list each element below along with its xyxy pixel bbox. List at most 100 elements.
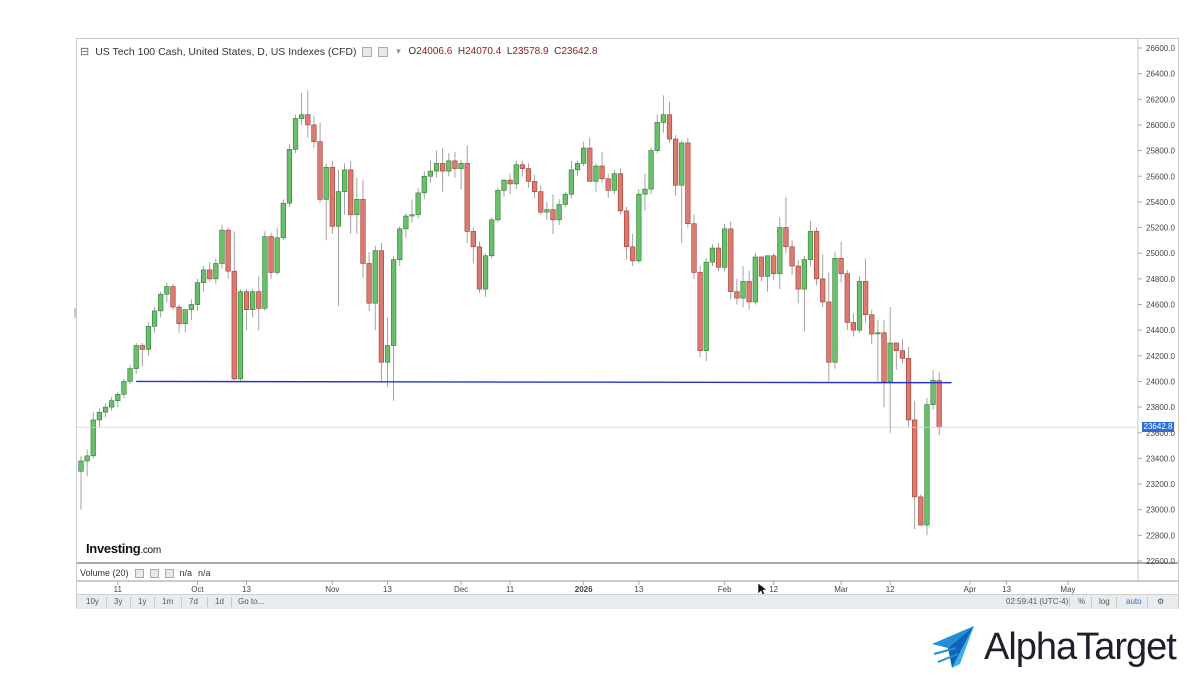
log-toggle[interactable]: log — [1099, 597, 1110, 606]
y-tick-label: 23800.0 — [1146, 403, 1175, 412]
candle-down — [348, 160, 354, 234]
candle-down — [476, 241, 483, 293]
chevron-down-icon[interactable]: ▼ — [394, 47, 403, 56]
candle-up — [856, 276, 863, 333]
y-tick-label: 24000.0 — [1146, 377, 1175, 386]
candle-up — [194, 278, 201, 311]
candle-body — [348, 169, 354, 216]
candle-body — [158, 293, 164, 312]
gear-icon[interactable]: ⚙ — [1157, 597, 1165, 606]
candle-up — [372, 245, 378, 331]
settings-icon[interactable] — [362, 46, 373, 57]
candle-down — [795, 259, 801, 304]
candle-body — [740, 281, 746, 299]
y-tick-label: 26000.0 — [1146, 121, 1175, 130]
candle-body — [899, 350, 906, 359]
candle-body — [722, 228, 728, 268]
alphatarget-logo: AlphaTarget — [930, 624, 1177, 670]
high-value: 24070.4 — [465, 46, 502, 57]
candle-up — [133, 342, 139, 374]
candle-body — [844, 273, 850, 323]
candle-body — [317, 141, 323, 200]
candle-down — [850, 313, 856, 337]
candle-down — [256, 276, 262, 331]
chart-header: ⊟ US Tech 100 Cash, United States, D, US… — [80, 45, 598, 59]
candle-down — [268, 232, 274, 279]
volume-close-icon[interactable] — [164, 568, 174, 578]
y-tick-label: 25400.0 — [1146, 198, 1175, 207]
candle-up — [127, 364, 133, 385]
candle-body — [133, 345, 139, 369]
range-1d-button[interactable]: 1d — [215, 597, 224, 606]
candle-up — [164, 282, 170, 302]
candle-body — [685, 142, 691, 225]
candle-down — [366, 251, 372, 311]
alphatarget-wordmark: AlphaTarget — [984, 626, 1177, 668]
candle-body — [863, 281, 869, 316]
y-tick-label: 24800.0 — [1146, 275, 1175, 284]
bottom-toolbar: 10y 3y 1y 1m 7d 1d Go to... 02:59:41 (UT… — [77, 594, 1178, 609]
candle-body — [703, 261, 709, 351]
candle-body — [679, 142, 685, 186]
candle-up — [501, 178, 507, 197]
candle-up — [151, 307, 158, 333]
candle-body — [562, 193, 568, 205]
volume-hide-icon[interactable] — [149, 568, 159, 578]
collapse-icon[interactable]: ⊟ — [80, 46, 90, 58]
candle-body — [470, 231, 476, 248]
candle-body — [715, 247, 722, 268]
y-tick-label: 22800.0 — [1146, 531, 1175, 540]
left-pane-handle[interactable] — [74, 308, 77, 318]
candle-body — [354, 199, 360, 216]
candle-up — [556, 199, 562, 225]
candle-body — [807, 231, 814, 260]
candle-up — [403, 213, 409, 238]
y-tick-label: 26200.0 — [1146, 95, 1175, 104]
candle-down — [746, 271, 752, 310]
candle-down — [863, 258, 869, 323]
percent-toggle[interactable]: % — [1078, 597, 1086, 606]
goto-button[interactable]: Go to... — [238, 597, 265, 606]
candle-body — [378, 250, 384, 363]
close-icon[interactable] — [378, 46, 389, 57]
range-1m-button[interactable]: 1m — [162, 597, 174, 606]
candle-body — [225, 229, 231, 272]
candle-up — [458, 159, 464, 190]
candle-body — [599, 165, 605, 180]
candle-body — [391, 259, 397, 346]
candle-body — [188, 304, 194, 310]
x-tick-label: Oct — [191, 585, 204, 594]
candle-body — [617, 173, 624, 212]
candle-body — [611, 173, 617, 191]
candle-up — [415, 187, 421, 219]
candle-down — [519, 160, 525, 177]
candle-down — [697, 266, 703, 358]
volume-settings-icon[interactable] — [134, 568, 144, 578]
candle-body — [286, 149, 293, 204]
candle-body — [758, 256, 765, 277]
clock-readout: 02:59:41 (UTC-4) — [1006, 597, 1069, 606]
candle-up — [354, 177, 360, 234]
auto-toggle[interactable]: auto — [1126, 597, 1142, 606]
candle-down — [525, 163, 532, 188]
candle-body — [783, 227, 789, 248]
candle-up — [513, 160, 519, 190]
candle-body — [329, 166, 335, 227]
candle-body — [648, 150, 654, 190]
range-3y-button[interactable]: 3y — [114, 597, 123, 606]
volume-pane-header: Volume (20) n/a n/a — [80, 568, 211, 578]
candle-body — [201, 269, 207, 283]
x-tick-label: Feb — [718, 585, 732, 594]
candle-body — [525, 168, 532, 182]
range-10y-button[interactable]: 10y — [86, 597, 99, 606]
candle-up — [262, 231, 268, 311]
range-7d-button[interactable]: 7d — [189, 597, 198, 606]
range-1y-button[interactable]: 1y — [138, 597, 147, 606]
x-tick-label: 11 — [114, 585, 123, 594]
ohlc-readout: O24006.6 H24070.4 L23578.9 C23642.8 — [408, 46, 598, 57]
candle-up — [102, 403, 109, 418]
candle-down — [623, 207, 630, 260]
candle-up — [121, 378, 127, 399]
chart-frame[interactable] — [76, 38, 1179, 609]
